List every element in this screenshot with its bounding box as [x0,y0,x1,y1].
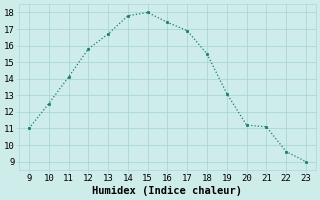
X-axis label: Humidex (Indice chaleur): Humidex (Indice chaleur) [92,186,243,196]
